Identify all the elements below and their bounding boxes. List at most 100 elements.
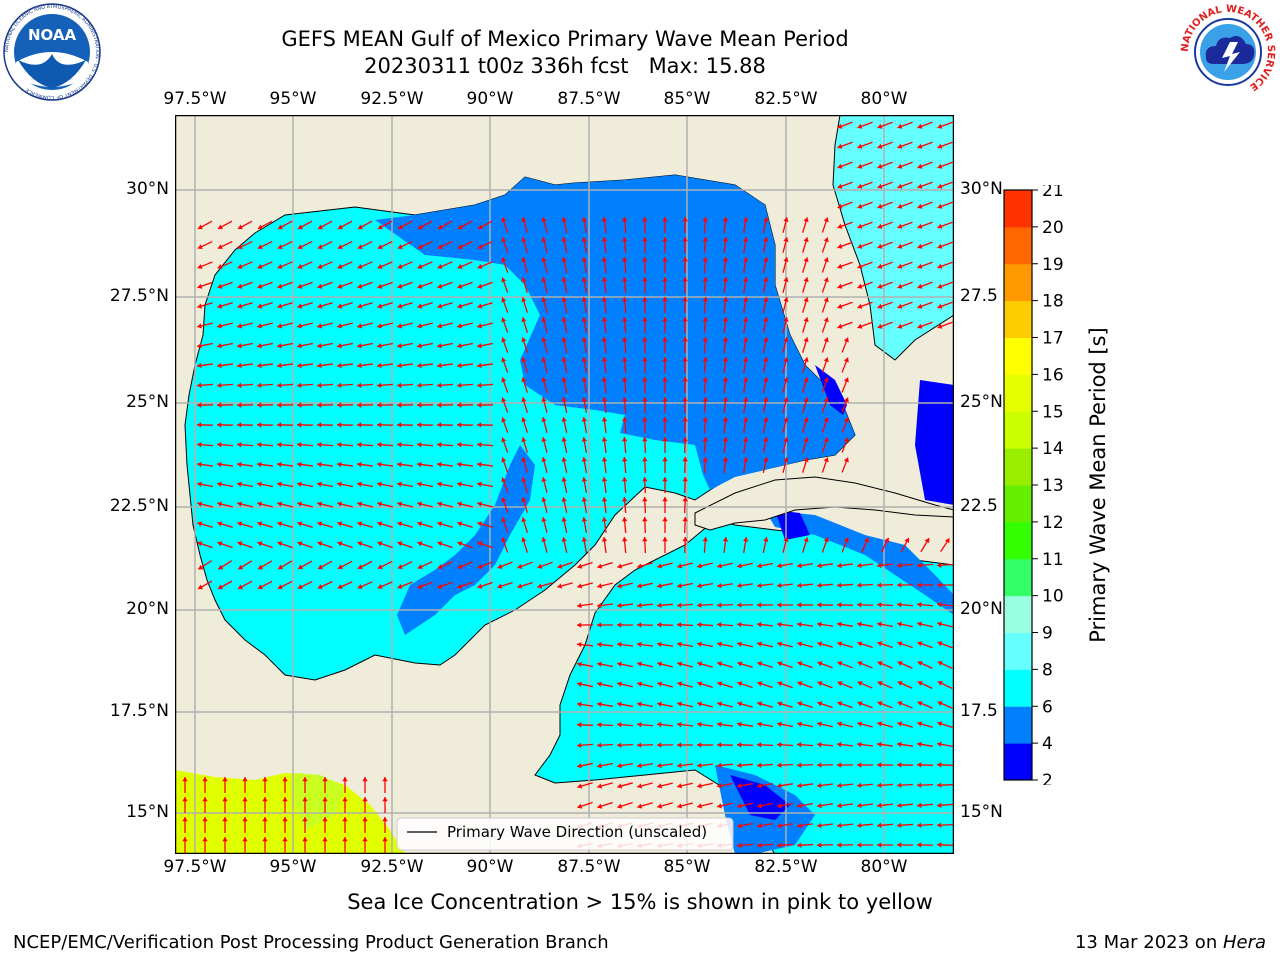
wave-arrow-head xyxy=(737,641,742,647)
wave-arrow-head xyxy=(277,343,282,349)
wave-arrow-head xyxy=(377,323,382,329)
wave-arrow-head xyxy=(622,417,628,422)
colorbar-tick-label: 11 xyxy=(1042,550,1064,570)
wave-arrow-head xyxy=(237,343,242,349)
wave-arrow-head xyxy=(662,477,668,482)
wave-arrow-head xyxy=(297,283,303,289)
colorbar-tick-label: 21 xyxy=(1042,185,1064,201)
wave-arrow-head xyxy=(521,217,527,223)
wave-arrow-head xyxy=(601,277,608,282)
wave-arrow-head xyxy=(457,501,462,507)
lat-label-left: 17.5°N xyxy=(109,701,169,721)
wave-arrow-head xyxy=(677,701,682,707)
wave-arrow-head xyxy=(242,797,248,802)
wave-arrow-head xyxy=(337,323,342,329)
wave-arrow-head xyxy=(297,323,302,329)
colorbar-tick-label: 6 xyxy=(1042,697,1053,717)
wave-arrow-head xyxy=(897,582,902,588)
wave-arrow-head xyxy=(857,283,863,289)
lon-label-bottom: 90°W xyxy=(466,857,514,877)
wave-arrow-head xyxy=(357,323,362,329)
wave-arrow-head xyxy=(581,357,587,362)
wave-arrow-head xyxy=(437,442,442,448)
wave-arrow-head xyxy=(601,437,608,442)
wave-arrow-head xyxy=(763,337,769,342)
wave-arrow-head xyxy=(823,217,829,223)
wave-arrow-head xyxy=(357,263,363,269)
wave-arrow-head xyxy=(682,497,688,502)
wave-arrow-head xyxy=(817,641,823,647)
wave-arrow-head xyxy=(662,417,668,422)
wave-arrow-head xyxy=(837,741,842,748)
wave-arrow-head xyxy=(457,323,462,329)
wave-arrow-head xyxy=(797,621,802,628)
wave-arrow-head xyxy=(783,377,789,382)
wave-arrow-head xyxy=(317,584,323,590)
wave-arrow-head xyxy=(257,501,262,507)
wave-arrow-head xyxy=(437,382,442,388)
wave-arrow-head xyxy=(757,762,762,768)
wave-arrow-head xyxy=(837,602,842,608)
wave-arrow-head xyxy=(617,722,622,728)
wave-arrow-head xyxy=(642,317,648,322)
wave-arrow-head xyxy=(317,442,322,448)
wave-arrow-head xyxy=(277,521,283,527)
wave-arrow-head xyxy=(337,564,343,570)
wave-arrow-head xyxy=(561,377,567,382)
wave-arrow-head xyxy=(937,243,943,249)
wave-arrow-head xyxy=(917,303,923,309)
wave-arrow-head xyxy=(897,143,903,149)
wave-arrow-head xyxy=(937,203,943,209)
wave-arrow-head xyxy=(837,123,843,129)
wave-arrow-head xyxy=(601,217,608,222)
wave-arrow-head xyxy=(521,537,527,543)
wave-arrow-head xyxy=(541,377,547,383)
wave-arrow-head xyxy=(597,563,603,569)
wave-arrow-head xyxy=(561,277,567,282)
sea-ice-note: Sea Ice Concentration > 15% is shown in … xyxy=(347,890,933,914)
wave-arrow-head xyxy=(577,583,583,589)
caribbean-coast-navy xyxy=(775,510,810,540)
wave-arrow-head xyxy=(722,237,729,242)
wave-arrow-head xyxy=(637,721,642,728)
wave-arrow-head xyxy=(777,742,782,748)
wave-arrow-head xyxy=(377,362,382,369)
wave-arrow-head xyxy=(581,377,587,382)
wave-arrow-head xyxy=(501,437,507,443)
wave-arrow-head xyxy=(541,417,547,423)
wave-arrow-head xyxy=(742,237,749,242)
wave-arrow-head xyxy=(857,762,862,768)
footer-host: Hera xyxy=(1222,932,1266,953)
wave-arrow-head xyxy=(837,582,842,588)
wave-arrow-head xyxy=(823,237,829,243)
wave-arrow-head xyxy=(517,563,523,569)
wave-arrow-head xyxy=(477,303,483,309)
wave-arrow-head xyxy=(237,461,242,468)
wave-arrow-head xyxy=(377,564,383,570)
wave-arrow-head xyxy=(722,317,729,322)
wave-arrow-head xyxy=(257,481,262,487)
wave-arrow-head xyxy=(877,223,883,229)
wave-arrow-head xyxy=(417,442,422,448)
wave-arrow-head xyxy=(337,461,342,468)
wave-arrow-head xyxy=(622,277,628,282)
wave-arrow-head xyxy=(262,837,268,842)
wave-arrow-head xyxy=(317,323,322,329)
wave-arrow-head xyxy=(337,481,342,487)
wave-arrow-head xyxy=(277,402,282,408)
wave-arrow-head xyxy=(257,283,263,289)
wave-arrow-head xyxy=(357,564,363,570)
wave-arrow-head xyxy=(857,621,862,627)
wave-arrow-head xyxy=(601,537,608,542)
lon-label-top: 82.5°W xyxy=(754,89,818,109)
wave-arrow-head xyxy=(617,783,623,789)
wave-arrow-head xyxy=(617,762,622,769)
wave-arrow-head xyxy=(817,701,823,707)
wave-arrow-head xyxy=(722,417,729,422)
wave-arrow-head xyxy=(797,721,802,727)
wave-arrow-head xyxy=(457,564,463,569)
colorbar-tick-label: 9 xyxy=(1042,624,1053,644)
wave-arrow-head xyxy=(737,701,743,707)
wave-arrow-head xyxy=(717,563,722,569)
lat-label-right: 27.5 xyxy=(960,286,998,306)
